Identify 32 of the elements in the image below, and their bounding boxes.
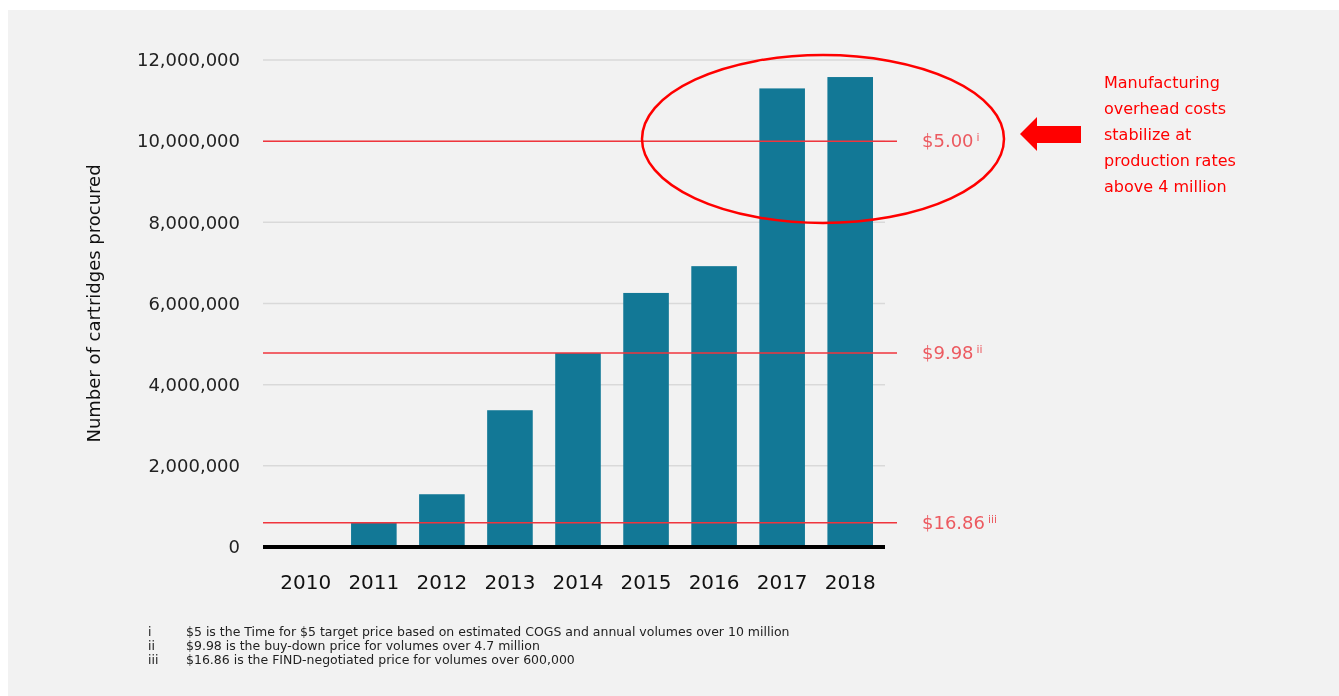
x-tick-label: 2013 xyxy=(484,570,536,594)
x-tick-label: 2018 xyxy=(824,570,876,594)
y-tick-label: 8,000,000 xyxy=(148,211,240,233)
y-tick-label: 4,000,000 xyxy=(148,373,240,395)
text: i $5 is the Time for $5 target price based on estimated COGS and annual volumes over 10 million xyxy=(148,624,790,640)
x-tick-label: 2011 xyxy=(348,570,400,594)
ref-line-label: $9.98$^{ii}$ xyxy=(922,342,983,364)
x-tick-label: 2016 xyxy=(688,570,740,594)
bar xyxy=(419,494,465,547)
bar xyxy=(351,522,397,547)
y-tick-label: 0 xyxy=(228,536,240,558)
text: iii $16.86 is the FIND-negotiated price for volumes over 600,000 xyxy=(148,652,575,668)
ref-line-label: $16.86$^{iii}$ xyxy=(922,511,997,533)
text: ii $9.98 is the buy-down price for volumes over 4.7 million xyxy=(148,638,540,654)
y-axis-title: Number of cartridges procured xyxy=(83,164,104,443)
y-tick-label: 12,000,000 xyxy=(136,49,240,71)
bar xyxy=(487,410,533,547)
bar xyxy=(691,266,737,547)
y-tick-label: 10,000,000 xyxy=(136,130,240,152)
x-tick-label: 2017 xyxy=(756,570,808,594)
x-tick-label: 2012 xyxy=(416,570,468,594)
y-tick-label: 6,000,000 xyxy=(148,292,240,314)
x-tick-label: 2015 xyxy=(620,570,672,594)
bar xyxy=(759,88,805,547)
bar xyxy=(623,292,669,547)
bar xyxy=(555,353,601,547)
x-tick-label: 2014 xyxy=(552,570,604,594)
y-tick-label: 2,000,000 xyxy=(148,455,240,477)
ref-line-label: $5.00$^{i}$ xyxy=(922,130,980,152)
bar xyxy=(827,77,873,547)
x-tick-label: 2010 xyxy=(280,570,332,594)
text: Manufacturing overhead costs stabilize at production rates above 4 million xyxy=(1104,72,1236,196)
